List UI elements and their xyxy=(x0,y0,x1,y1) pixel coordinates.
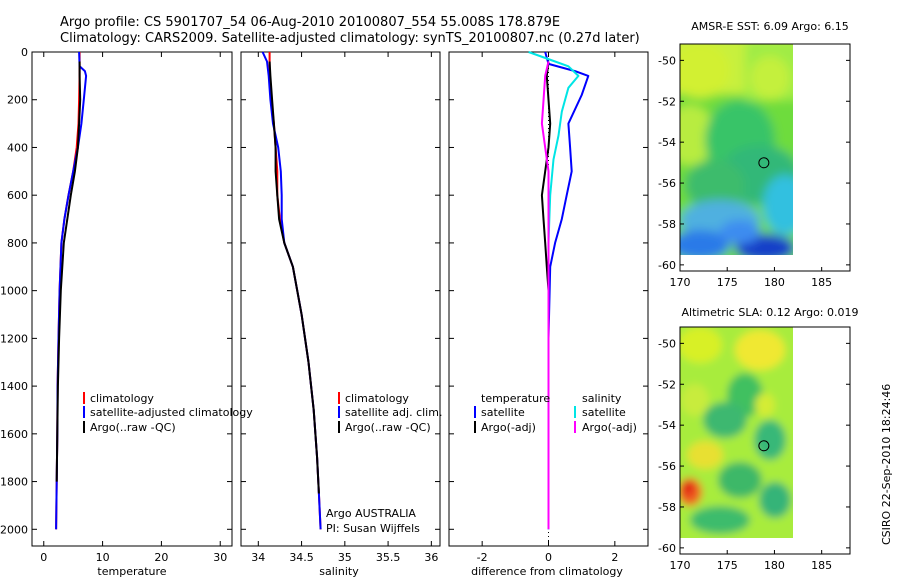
x-tick-label: -2 xyxy=(477,551,488,564)
y-tick-label: -56 xyxy=(658,460,676,473)
y-tick-label: 1600 xyxy=(0,428,28,441)
y-tick-label: -50 xyxy=(658,337,676,350)
difference-panel: -2 0 2 difference from climatology tempera… xyxy=(448,51,649,578)
salinity-axes-box xyxy=(240,51,441,547)
x-tick-label: 0 xyxy=(40,551,47,564)
y-tick-label: 2000 xyxy=(0,523,28,536)
temperature-xlabel: temperature xyxy=(97,565,166,578)
salinity-xlabel: salinity xyxy=(319,565,359,578)
y-tick-label: -60 xyxy=(658,259,676,272)
x-tick-label: 34 xyxy=(251,551,265,564)
y-tick-label: -50 xyxy=(658,54,676,67)
legend-title-temperature: temperature xyxy=(481,392,550,405)
argo-program-label: Argo AUSTRALIA xyxy=(326,507,416,520)
legend-label-climatology: climatology xyxy=(345,392,409,405)
x-tick-label: 170 xyxy=(670,559,691,572)
y-tick-label: 1000 xyxy=(0,285,28,298)
difference-xlabel: difference from climatology xyxy=(471,565,623,578)
difference-legend: temperature satellite Argo(-adj) salinit… xyxy=(474,392,637,434)
y-tick-label: 0 xyxy=(21,46,28,59)
sla-heatmap xyxy=(680,327,793,538)
figure-title-line1: Argo profile: CS 5901707_54 06-Aug-2010 … xyxy=(60,15,560,30)
difference-plot: -2 0 2 xyxy=(449,51,648,564)
y-tick-label: 400 xyxy=(7,141,28,154)
y-tick-label: 200 xyxy=(7,94,28,107)
x-tick-label: 175 xyxy=(717,276,738,289)
salinity-panel: 34 34.5 35 35.5 36 salinity climatology sate… xyxy=(240,51,442,578)
temperature-legend: climatology satellite-adjusted climatolo… xyxy=(83,392,253,434)
argo-position-marker xyxy=(758,440,770,452)
x-tick-label: 2 xyxy=(611,551,618,564)
salinity-plot: 34 34.5 35 35.5 36 xyxy=(241,51,440,564)
legend-label-temp-argo: Argo(-adj) xyxy=(481,421,536,434)
sst-heatmap xyxy=(680,44,793,255)
series-line-temperature-satellite xyxy=(544,51,590,530)
legend-label-temp-satellite: satellite xyxy=(481,406,525,419)
series-line-argo-raw-qc xyxy=(55,61,82,482)
x-tick-label: 175 xyxy=(717,559,738,572)
credit-timestamp: CSIRO 22-Sep-2010 18:24:46 xyxy=(880,384,893,545)
y-tick-label: -54 xyxy=(658,136,676,149)
series-line-argo-raw-qc xyxy=(268,61,320,494)
series-line-temperature-argo-adj xyxy=(540,61,552,291)
sla-ticks: 170 175 180 185 -50 -52 -54 -56 -58 -60 xyxy=(658,337,850,572)
temperature-axes-box xyxy=(31,51,233,547)
legend-label-sal-argo: Argo(-adj) xyxy=(582,421,637,434)
figure-title-line2: Climatology: CARS2009. Satellite-adjuste… xyxy=(60,31,640,46)
legend-label-sal-satellite: satellite xyxy=(582,406,626,419)
salinity-legend: climatology satellite adj. clim. Argo(..… xyxy=(338,392,442,434)
y-tick-label: -58 xyxy=(658,501,676,514)
y-tick-label: -54 xyxy=(658,419,676,432)
y-tick-label: -58 xyxy=(658,218,676,231)
series-line-climatology xyxy=(268,52,322,530)
temperature-panel: 0 10 20 30 0 200 400 600 800 1000 1200 1400 1600 1800… xyxy=(0,46,253,578)
series-line-salinity-satellite xyxy=(528,51,580,530)
y-tick-label: 1800 xyxy=(0,476,28,489)
x-tick-label: 185 xyxy=(811,559,832,572)
x-tick-label: 170 xyxy=(670,276,691,289)
sst-map-panel: AMSR-E SST: 6.09 Argo: 6.15 170 175 18 xyxy=(658,20,851,289)
x-tick-label: 180 xyxy=(764,559,785,572)
x-tick-label: 20 xyxy=(154,551,168,564)
sla-map-title: Altimetric SLA: 0.12 Argo: 0.019 xyxy=(681,306,858,319)
y-tick-label: 1400 xyxy=(0,380,28,393)
sst-map-title: AMSR-E SST: 6.09 Argo: 6.15 xyxy=(691,20,849,33)
y-tick-label: 1200 xyxy=(0,332,28,345)
x-tick-label: 36 xyxy=(424,551,438,564)
series-line-salinity-argo-adj xyxy=(540,61,550,530)
y-tick-label: -52 xyxy=(658,378,676,391)
x-tick-label: 180 xyxy=(764,276,785,289)
argo-position-marker xyxy=(758,157,770,169)
legend-label-satellite-adjusted: satellite-adjusted climatology xyxy=(90,406,253,419)
series-line-satellite-adj-clim xyxy=(261,51,322,530)
sla-map-panel: Altimetric SLA: 0.12 Argo: 0.019 170 175 1… xyxy=(658,306,858,572)
y-tick-label: 800 xyxy=(7,237,28,250)
x-tick-label: 30 xyxy=(213,551,227,564)
legend-label-satellite-adj: satellite adj. clim. xyxy=(345,406,442,419)
legend-label-climatology: climatology xyxy=(90,392,154,405)
x-tick-label: 34.5 xyxy=(289,551,314,564)
y-tick-label: -52 xyxy=(658,95,676,108)
y-tick-label: 600 xyxy=(7,189,28,202)
legend-label-argo: Argo(..raw -QC) xyxy=(345,421,431,434)
sst-ticks: 170 175 180 185 -50 -52 -54 -56 -58 -60 xyxy=(658,54,850,289)
y-tick-label: -60 xyxy=(658,542,676,555)
x-tick-label: 0 xyxy=(545,551,552,564)
x-tick-label: 35.5 xyxy=(376,551,401,564)
sst-axes-box xyxy=(679,43,851,272)
x-tick-label: 10 xyxy=(96,551,110,564)
y-tick-label: -56 xyxy=(658,177,676,190)
legend-label-argo: Argo(..raw -QC) xyxy=(90,421,176,434)
temperature-plot: 0 10 20 30 0 200 400 600 800 1000 1200 1400 1600 1800… xyxy=(0,46,232,564)
x-tick-label: 185 xyxy=(811,276,832,289)
legend-title-salinity: salinity xyxy=(582,392,622,405)
argo-pi-label: PI: Susan Wijffels xyxy=(326,522,420,535)
sla-axes-box xyxy=(679,326,851,555)
x-tick-label: 35 xyxy=(338,551,352,564)
